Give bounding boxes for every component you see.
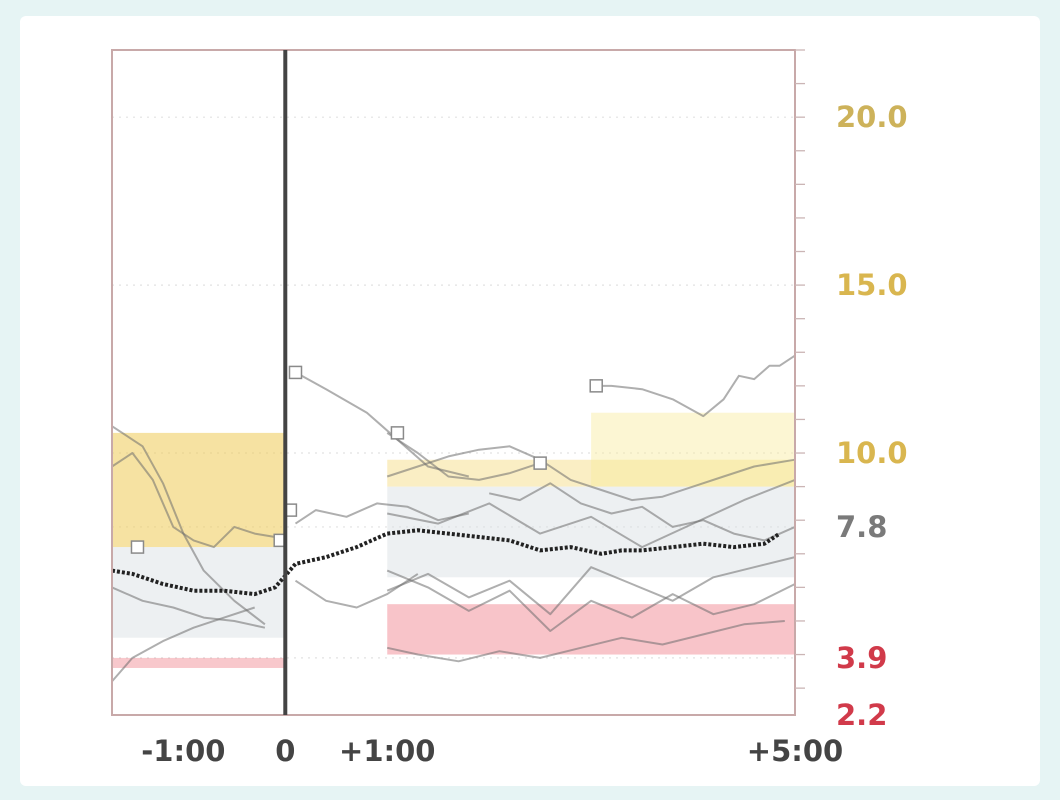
series-individual-6 [591,354,796,418]
series-individual-8 [386,569,796,632]
series-individual-9 [386,620,785,663]
y-tick-label-4: 3.9 [836,641,887,675]
series-individual-14 [488,482,796,542]
label-layer: 20.0 15.0 10.0 7.8 3.9 2.2 -1:00 0 +1:00 +5:00 [141,100,907,768]
band-target [387,486,795,578]
y-tick-label-5: 2.2 [836,698,887,732]
plot-frame [111,49,796,716]
band-high-pre [112,432,286,548]
marker-4 [533,456,547,470]
series-mean-line [111,528,781,597]
series-individual-11 [386,445,796,502]
series-individual-2 [111,586,266,629]
marker-6 [390,426,405,440]
y-tick-label-1: 15.0 [836,268,908,302]
x-tick-label-1: 0 [275,734,295,768]
series-individual-4 [295,371,470,478]
series-individual-3 [111,606,256,683]
marker-5 [589,379,603,393]
band-low-pre [112,657,286,668]
band-layer [112,412,795,668]
axis-layer [111,49,805,716]
series-individual-12 [294,502,470,525]
band-low [387,604,795,655]
x-tick-label-0: -1:00 [141,734,225,768]
series-individual-0 [111,452,276,549]
y-tick-label-2: 10.0 [836,436,908,470]
band-high-right [591,412,795,487]
y-tick-label-0: 20.0 [836,100,908,134]
x-tick-label-2: +1:00 [339,734,435,768]
series-individual-10 [386,556,796,616]
series-individual-13 [294,573,419,609]
marker-3 [130,540,145,554]
series-individual-1 [111,425,266,626]
y-tick-label-3: 7.8 [836,510,887,544]
series-layer [111,354,796,683]
series-individual-5 [386,432,541,481]
x-tick-label-3: +5:00 [747,734,843,768]
marker-0 [288,365,303,380]
marker-layer [130,365,603,554]
